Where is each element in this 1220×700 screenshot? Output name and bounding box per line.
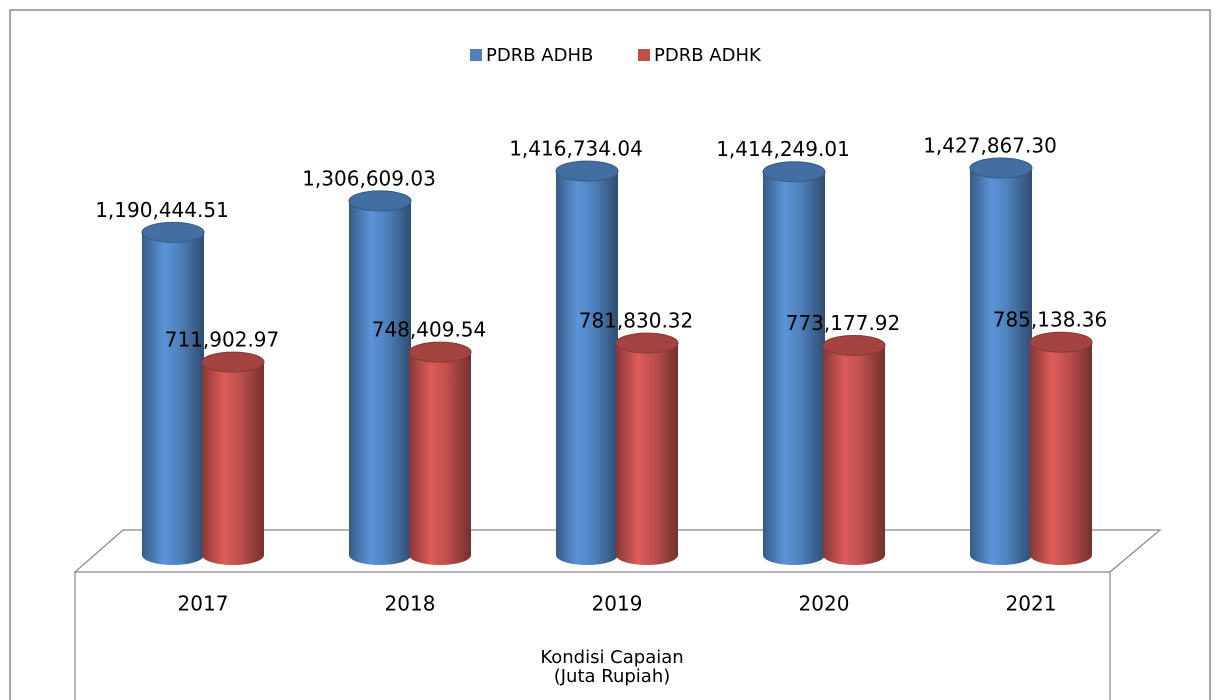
data-label: 1,427,867.30: [923, 134, 1057, 158]
bar: [555, 160, 619, 566]
data-label: 1,414,249.01: [716, 137, 850, 161]
bar: [762, 161, 826, 565]
legend-swatch: [470, 49, 482, 61]
data-label: 1,306,609.03: [302, 166, 436, 190]
data-label: 711,902.97: [165, 328, 280, 352]
bar: [1029, 331, 1093, 565]
bar: [408, 341, 472, 565]
data-label: 781,830.32: [579, 309, 694, 333]
data-label: 748,409.54: [372, 318, 487, 342]
legend-label: PDRB ADHB: [486, 45, 593, 66]
x-axis-title: Kondisi Capaian: [540, 647, 683, 668]
data-label: 773,177.92: [786, 311, 901, 335]
data-label: 1,190,444.51: [95, 198, 229, 222]
bar: [201, 351, 265, 565]
data-label: 785,138.36: [993, 308, 1108, 332]
x-tick-label: 2019: [592, 592, 643, 616]
x-tick-label: 2020: [799, 592, 850, 616]
bar: [822, 334, 886, 565]
bar: [348, 190, 412, 566]
legend-label: PDRB ADHK: [654, 45, 762, 66]
legend-swatch: [638, 49, 650, 61]
x-axis-title: (Juta Rupiah): [554, 666, 671, 687]
data-label: 1,416,734.04: [509, 137, 643, 161]
x-tick-label: 2018: [385, 592, 436, 616]
x-tick-label: 2021: [1006, 592, 1057, 616]
bar: [615, 332, 679, 565]
bar: [141, 221, 205, 566]
x-tick-label: 2017: [178, 592, 229, 616]
bar: [969, 157, 1033, 565]
